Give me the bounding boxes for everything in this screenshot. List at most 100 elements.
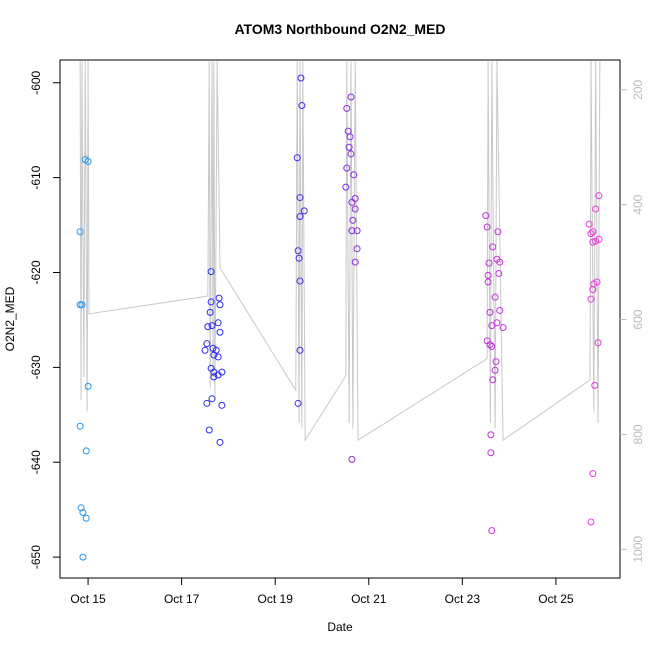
point	[298, 102, 306, 110]
point	[349, 216, 357, 224]
point	[496, 306, 504, 314]
plot-frame	[59, 59, 621, 579]
point	[587, 230, 595, 238]
point	[346, 133, 354, 141]
point	[484, 271, 492, 279]
y2-tick-label: 400	[631, 194, 645, 214]
point	[214, 371, 222, 379]
point	[483, 223, 491, 231]
point	[587, 518, 595, 526]
point	[488, 343, 496, 351]
y-tick-label: -620	[29, 260, 43, 284]
point	[210, 373, 218, 381]
point	[486, 308, 494, 316]
point	[297, 74, 305, 82]
point	[203, 340, 211, 348]
point	[343, 164, 351, 172]
point	[589, 470, 597, 478]
point	[345, 143, 353, 151]
point	[293, 154, 301, 162]
point	[218, 401, 226, 409]
point	[587, 295, 595, 303]
point	[342, 183, 350, 191]
point	[79, 553, 87, 561]
point	[496, 258, 504, 266]
point	[207, 268, 215, 276]
x-tick-label: Oct 21	[351, 592, 387, 606]
point	[351, 205, 359, 213]
y2-tick-label: 200	[631, 80, 645, 100]
point	[215, 294, 223, 302]
point	[489, 243, 497, 251]
depth-line	[79, 61, 601, 442]
point	[201, 346, 209, 354]
point	[208, 322, 216, 330]
x-tick-label: Oct 17	[164, 592, 200, 606]
point	[216, 328, 224, 336]
y-tick-label: -630	[29, 355, 43, 379]
y-tick-label: -610	[29, 165, 43, 189]
point	[296, 213, 304, 221]
point	[294, 399, 302, 407]
point	[488, 527, 496, 535]
point	[482, 212, 490, 220]
y2-tick-label: 1000	[631, 536, 645, 563]
point	[216, 438, 224, 446]
point	[351, 258, 359, 266]
x-tick-label: Oct 23	[445, 592, 481, 606]
point	[350, 171, 358, 179]
point	[216, 301, 224, 309]
point	[589, 238, 597, 246]
point	[300, 207, 308, 215]
x-tick-label: Oct 19	[258, 592, 294, 606]
point	[486, 341, 494, 349]
y2-tick-label: 600	[631, 309, 645, 329]
point	[484, 278, 492, 286]
point	[82, 514, 90, 522]
point	[76, 422, 84, 430]
point	[296, 346, 304, 354]
point	[78, 301, 86, 309]
point	[76, 301, 84, 309]
point	[79, 509, 87, 517]
point	[343, 104, 351, 112]
x-tick-label: Oct 15	[70, 592, 106, 606]
point	[208, 395, 216, 403]
point	[84, 382, 92, 390]
point	[347, 93, 355, 101]
point	[82, 447, 90, 455]
x-tick-label: Oct 25	[538, 592, 574, 606]
point	[296, 194, 304, 202]
y-axis-label: O2N2_MED	[3, 286, 17, 351]
point	[351, 195, 359, 203]
point	[295, 254, 303, 262]
point	[594, 339, 602, 347]
point	[204, 323, 212, 331]
point	[353, 245, 361, 253]
point	[488, 322, 496, 330]
y-tick-label: -640	[29, 450, 43, 474]
point	[499, 324, 507, 332]
point	[494, 228, 502, 236]
point	[491, 293, 499, 301]
point	[84, 158, 92, 166]
point	[210, 351, 218, 359]
point	[595, 192, 603, 200]
point	[492, 358, 500, 366]
point	[585, 220, 593, 228]
point	[348, 227, 356, 235]
point	[348, 455, 356, 463]
point	[294, 247, 302, 255]
point	[296, 277, 304, 285]
point	[76, 228, 84, 236]
point	[592, 205, 600, 213]
point	[591, 381, 599, 389]
point	[207, 298, 215, 306]
point	[205, 426, 213, 434]
point	[493, 319, 501, 327]
point	[487, 431, 495, 439]
point	[487, 449, 495, 457]
point	[485, 259, 493, 267]
